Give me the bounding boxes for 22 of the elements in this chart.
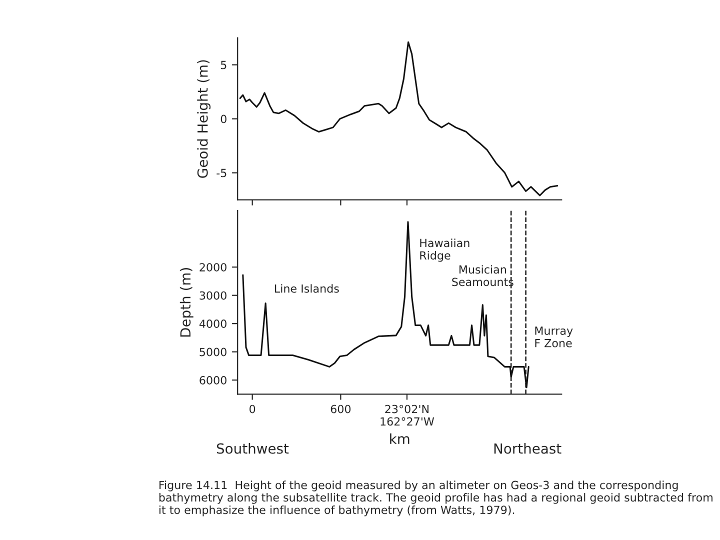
text: Northeast (494, 443, 562, 454)
x-tick-label: 0 (250, 404, 256, 414)
x-axis-title: km (390, 433, 410, 444)
y-tick-label: 0 (220, 114, 226, 124)
x-tick-label: 600 (330, 404, 351, 414)
y-tick-label: 3000 (200, 291, 226, 300)
y-tick-label: 2000 (200, 263, 226, 272)
annotation: Line Islands (275, 284, 339, 293)
y-axis-title: Depth (m) (180, 268, 194, 337)
y-tick-label: 5000 (200, 348, 226, 356)
annotation: Murray F Zone (535, 326, 573, 348)
annotation: Musician Seamounts (452, 265, 514, 286)
caption: Figure 14.11 Height of the geoid measured by an altimeter on Geos-3 and the corresponding bathymetry along the subsatellite track. The geoid profile has had a regional geoid subtracted from it to emphasize the influence of bathymetry (from Watts, 1979). (159, 480, 712, 516)
annotation: Hawaiian Ridge (420, 238, 470, 262)
y-tick-label: 6000 (200, 376, 226, 384)
text: Southwest (216, 443, 289, 454)
y-tick-label: 5 (220, 60, 226, 70)
x-tick-label: 23°02'N 162°27'W (380, 404, 434, 426)
line-series (239, 41, 558, 196)
y-tick-label: 4000 (199, 320, 226, 328)
y-tick-label: -5 (216, 168, 226, 178)
y-axis-title: Geoid Height (m) (197, 60, 211, 178)
